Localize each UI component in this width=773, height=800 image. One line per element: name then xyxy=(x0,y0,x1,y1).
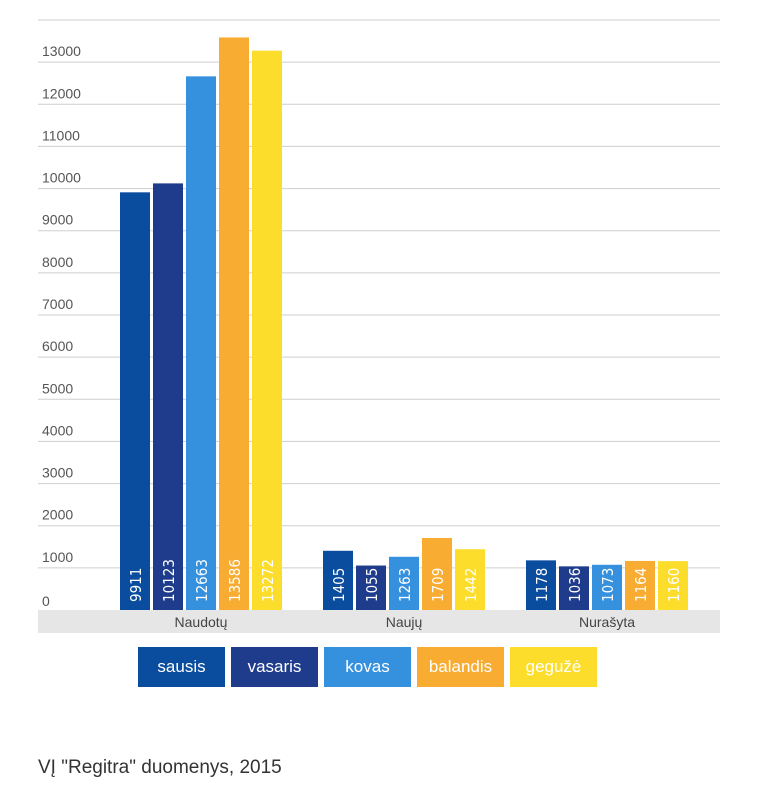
bar xyxy=(625,560,655,610)
bar xyxy=(120,192,150,610)
bar xyxy=(356,565,386,610)
bar-value-label: 1263 xyxy=(396,568,414,602)
bar xyxy=(389,556,419,610)
y-tick-label: 0 xyxy=(42,593,50,609)
legend-item: sausis xyxy=(138,647,225,687)
bar-value-label: 10123 xyxy=(160,559,178,602)
bar-value-label: 1442 xyxy=(462,568,480,602)
y-tick-label: 13000 xyxy=(42,43,81,59)
bar xyxy=(323,550,353,610)
bar-value-label: 12663 xyxy=(193,559,211,602)
bar xyxy=(658,561,688,610)
y-tick-label: 6000 xyxy=(42,338,73,354)
bar-value-label: 1405 xyxy=(330,568,348,602)
y-tick-label: 5000 xyxy=(42,380,73,396)
bar xyxy=(455,549,485,610)
bar xyxy=(252,50,282,611)
bar-value-label: 1164 xyxy=(632,568,650,602)
y-tick-label: 7000 xyxy=(42,296,73,312)
bar xyxy=(559,566,589,610)
y-axis-ticks: 0 1000 2000 3000 4000 5000 6000 7000 8000 9000 100… xyxy=(42,43,81,609)
bar xyxy=(153,183,183,610)
y-tick-label: 12000 xyxy=(42,85,81,101)
bar xyxy=(526,560,556,610)
bars: 9911 10123 12663 13586 13272 1405 1055 1263 1709… xyxy=(120,37,688,611)
y-tick-label: 3000 xyxy=(42,465,73,481)
bar-value-label: 13586 xyxy=(226,559,244,602)
bar-value-label: 9911 xyxy=(127,568,145,602)
bar xyxy=(219,37,249,610)
bar-value-label: 13272 xyxy=(259,559,277,602)
legend: sausis vasaris kovas balandis gegužė xyxy=(138,647,597,687)
y-tick-label: 9000 xyxy=(42,212,73,228)
legend-item: balandis xyxy=(417,647,504,687)
bar-value-label: 1160 xyxy=(665,568,683,602)
y-tick-label: 10000 xyxy=(42,170,81,186)
y-tick-label: 1000 xyxy=(42,549,73,565)
bar-value-label: 1709 xyxy=(429,568,447,602)
bar-value-label: 1073 xyxy=(599,568,617,602)
x-axis-band xyxy=(38,610,720,633)
x-axis-categories: Naudotų Naujų Nurašyta xyxy=(175,614,636,630)
y-tick-label: 11000 xyxy=(42,127,80,143)
bar-chart: 0 1000 2000 3000 4000 5000 6000 7000 8000 9000 100… xyxy=(38,19,720,633)
source-note: VĮ "Regitra" duomenys, 2015 xyxy=(38,757,282,778)
bar-value-label: 1036 xyxy=(566,568,584,602)
category-label: Naujų xyxy=(386,614,423,630)
y-tick-label: 4000 xyxy=(42,422,73,438)
bar-value-label: 1055 xyxy=(363,568,381,602)
y-tick-label: 8000 xyxy=(42,254,73,270)
gridlines xyxy=(38,19,720,569)
bar-value-label: 1178 xyxy=(533,568,551,602)
y-tick-label: 2000 xyxy=(42,507,73,523)
bar xyxy=(592,564,622,610)
legend-item: gegužė xyxy=(510,647,597,687)
bar xyxy=(186,76,216,611)
category-label: Nurašyta xyxy=(579,614,635,630)
legend-item: vasaris xyxy=(231,647,318,687)
bar xyxy=(422,537,452,610)
category-label: Naudotų xyxy=(175,614,228,630)
legend-item: kovas xyxy=(324,647,411,687)
